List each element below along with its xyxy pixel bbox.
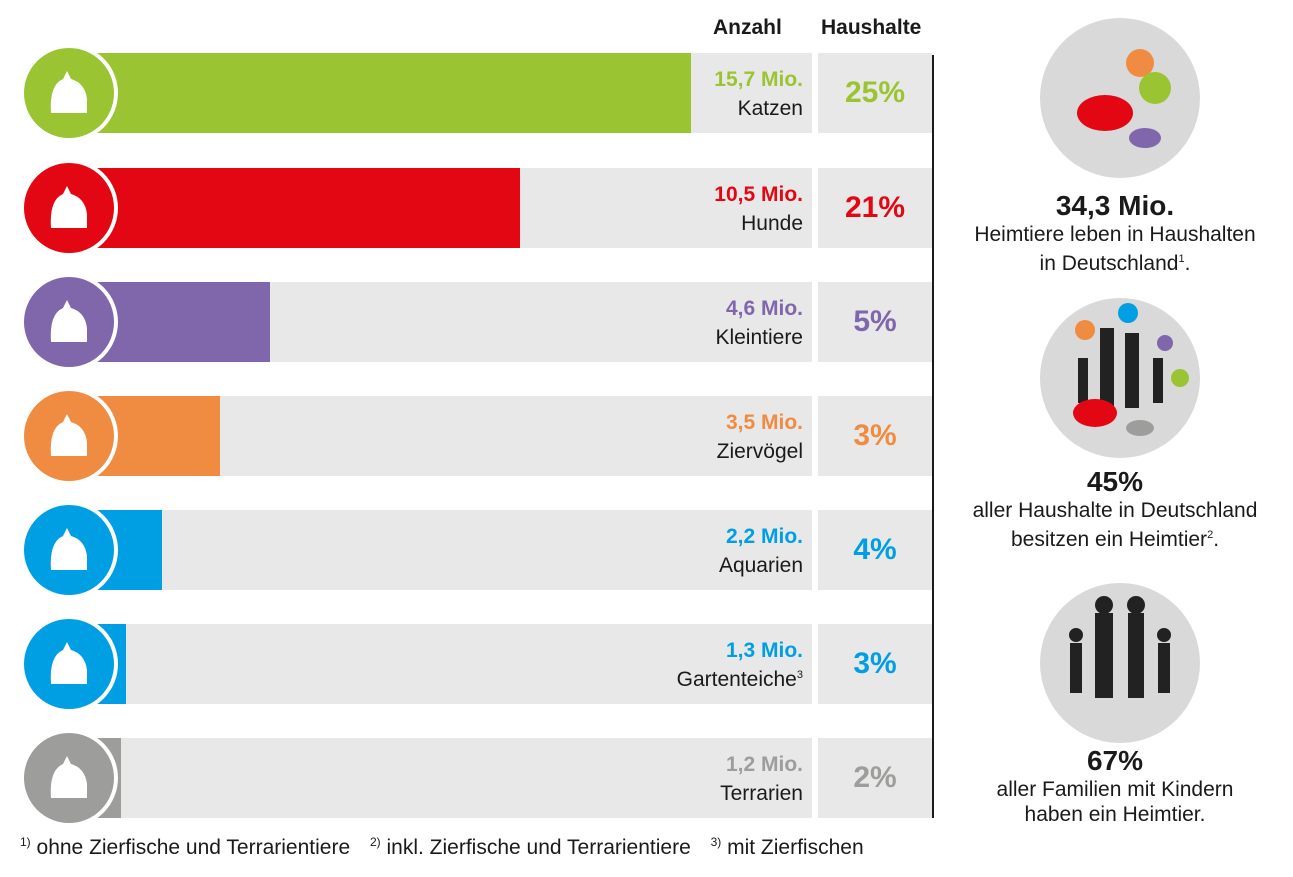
households-pct: 3% <box>818 624 932 704</box>
dog-icon <box>20 159 118 257</box>
pond-fish-icon <box>20 615 118 713</box>
stat-pets: 34,3 Mio. Heimtiere leben in Haushalten … <box>974 190 1256 275</box>
bar <box>67 168 520 248</box>
bar-track <box>67 624 812 704</box>
family-with-pets-icon <box>1040 298 1200 458</box>
pets-group-icon <box>1040 18 1200 178</box>
divider <box>932 55 934 818</box>
parrot-icon <box>20 387 118 485</box>
value-label: 3,5 Mio. Ziervögel <box>716 411 803 463</box>
stat-households: 45% aller Haushalte in Deutschland besit… <box>972 466 1258 551</box>
households-pct: 5% <box>818 282 932 362</box>
bar-track <box>67 738 812 818</box>
family-icon <box>1040 583 1200 743</box>
households-pct: 3% <box>818 396 932 476</box>
stat-families: 67% aller Familien mit Kindern haben ein… <box>996 745 1234 826</box>
bar-track <box>67 510 812 590</box>
value-label: 4,6 Mio. Kleintiere <box>715 297 803 349</box>
value-label: 10,5 Mio. Hunde <box>714 183 803 235</box>
value-label: 2,2 Mio. Aquarien <box>718 525 803 577</box>
households-pct: 21% <box>818 168 932 248</box>
households-pct: 2% <box>818 738 932 818</box>
turtle-icon <box>20 729 118 827</box>
households-pct: 4% <box>818 510 932 590</box>
fish-icon <box>20 501 118 599</box>
footnotes: 1) ohne Zierfische und Terrarientiere 2)… <box>20 835 864 859</box>
header-haushalte: Haushalte <box>821 16 922 39</box>
cat-icon <box>20 44 118 142</box>
rabbit-icon <box>20 273 118 371</box>
households-pct: 25% <box>818 53 932 133</box>
header-anzahl: Anzahl <box>713 16 782 39</box>
value-label: 15,7 Mio. Katzen <box>714 68 803 120</box>
value-label: 1,3 Mio. Gartenteiche3 <box>676 639 803 691</box>
bar <box>67 53 691 133</box>
value-label: 1,2 Mio. Terrarien <box>720 753 803 805</box>
